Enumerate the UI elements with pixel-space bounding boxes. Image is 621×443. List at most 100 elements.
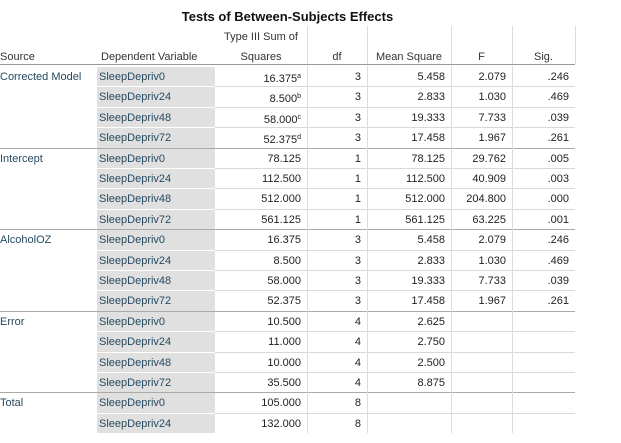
cell-ss: 52.375 xyxy=(267,295,301,308)
cell-divider xyxy=(307,147,308,168)
column-divider xyxy=(451,26,452,64)
row-rule xyxy=(215,86,575,88)
cell-divider xyxy=(451,86,452,107)
dependent-variable: SleepDepriv48 xyxy=(99,356,172,369)
header-text: Source xyxy=(0,51,35,63)
row-rule xyxy=(215,331,575,333)
cell-divider xyxy=(367,310,368,332)
cell-divider xyxy=(451,249,452,270)
cell-ms: 512.000 xyxy=(405,193,445,206)
dv-cell-bg xyxy=(97,332,215,352)
cell-divider xyxy=(367,351,368,372)
cell-f: 1.030 xyxy=(478,254,506,267)
cell-divider xyxy=(512,351,513,372)
dependent-variable: SleepDepriv72 xyxy=(99,132,172,145)
footnote-mark: d xyxy=(297,134,301,142)
cell-sig: .261 xyxy=(547,132,569,145)
row-rule xyxy=(215,290,575,292)
cell-f: 40.909 xyxy=(472,173,506,185)
cell-df: 3 xyxy=(354,111,361,124)
cell-divider xyxy=(367,249,368,270)
header-text: Sig. xyxy=(534,51,553,63)
cell-ms: 2.833 xyxy=(417,91,445,104)
row-rule xyxy=(215,372,575,373)
cell-f: 7.733 xyxy=(478,111,506,124)
dependent-variable: SleepDepriv48 xyxy=(99,111,172,124)
cell-divider xyxy=(451,208,452,230)
dependent-variable: SleepDepriv48 xyxy=(99,193,172,206)
cell-ss: 11.000 xyxy=(268,336,301,349)
cell-ms: 8.875 xyxy=(417,377,445,389)
dv-cell-bg xyxy=(97,189,215,209)
cell-sig: .039 xyxy=(547,111,569,124)
cell-df: 1 xyxy=(354,193,361,206)
dv-cell-bg xyxy=(97,209,215,230)
cell-divider xyxy=(451,106,452,128)
row-source: Corrected Model xyxy=(0,71,82,83)
cell-ss: 10.500 xyxy=(267,315,301,328)
cell-sig: .039 xyxy=(547,275,569,287)
cell-divider xyxy=(367,147,368,168)
cell-ms: 2.750 xyxy=(417,336,445,349)
cell-divider xyxy=(307,270,308,291)
dependent-variable: SleepDepriv0 xyxy=(99,397,166,410)
dependent-variable: SleepDepriv0 xyxy=(99,234,166,247)
cell-divider xyxy=(307,290,308,311)
cell-ms: 19.333 xyxy=(411,111,445,124)
cell-divider xyxy=(367,168,368,189)
cell-df: 3 xyxy=(354,91,361,104)
cell-divider xyxy=(307,351,308,372)
cell-divider xyxy=(512,290,513,311)
cell-divider xyxy=(512,208,513,230)
dependent-variable: SleepDepriv0 xyxy=(99,315,166,328)
cell-divider xyxy=(367,66,368,87)
cell-divider xyxy=(367,208,368,230)
cell-divider xyxy=(451,188,452,209)
cell-divider xyxy=(451,290,452,311)
header-text: F xyxy=(478,51,485,63)
dependent-variable: SleepDepriv72 xyxy=(99,377,172,389)
cell-ms: 78.125 xyxy=(411,152,445,165)
row-source: Error xyxy=(0,315,25,328)
cell-sig: .469 xyxy=(547,91,569,104)
column-divider xyxy=(307,26,308,64)
dependent-variable: SleepDepriv0 xyxy=(99,152,166,165)
cell-f: 1.967 xyxy=(478,132,506,145)
row-rule xyxy=(215,412,575,414)
dv-cell-bg xyxy=(97,311,215,332)
cell-ms: 2.500 xyxy=(417,356,445,369)
cell-value: 8.500 xyxy=(269,93,298,106)
group-rule xyxy=(0,392,575,394)
cell-divider xyxy=(451,412,452,434)
cell-df: 3 xyxy=(354,71,361,83)
footnote-mark: c xyxy=(297,113,302,121)
cell-divider xyxy=(307,86,308,107)
cell-divider xyxy=(307,372,308,393)
group-rule xyxy=(0,310,575,312)
header-text: Dependent Variable xyxy=(101,51,198,63)
dependent-variable: SleepDepriv24 xyxy=(99,254,172,267)
cell-divider xyxy=(367,290,368,311)
dv-cell-bg xyxy=(97,169,215,189)
cell-divider xyxy=(367,412,368,434)
header-rule xyxy=(0,64,575,65)
cell-value: 58.000 xyxy=(263,113,298,126)
cell-divider xyxy=(307,66,308,87)
dependent-variable: SleepDepriv24 xyxy=(99,336,172,349)
column-divider xyxy=(575,26,576,64)
group-rule xyxy=(0,229,575,231)
cell-df: 1 xyxy=(354,173,361,185)
group-rule xyxy=(0,147,575,149)
cell-divider xyxy=(451,331,452,352)
cell-df: 4 xyxy=(354,377,361,389)
cell-divider xyxy=(512,168,513,189)
dv-cell-bg xyxy=(97,128,215,148)
row-source: Intercept xyxy=(0,152,43,165)
dependent-variable: SleepDepriv24 xyxy=(99,91,172,104)
cell-divider xyxy=(307,331,308,352)
cell-divider xyxy=(307,229,308,250)
cell-ms: 5.458 xyxy=(417,71,445,83)
cell-divider xyxy=(512,229,513,250)
cell-ms: 19.333 xyxy=(411,275,445,287)
